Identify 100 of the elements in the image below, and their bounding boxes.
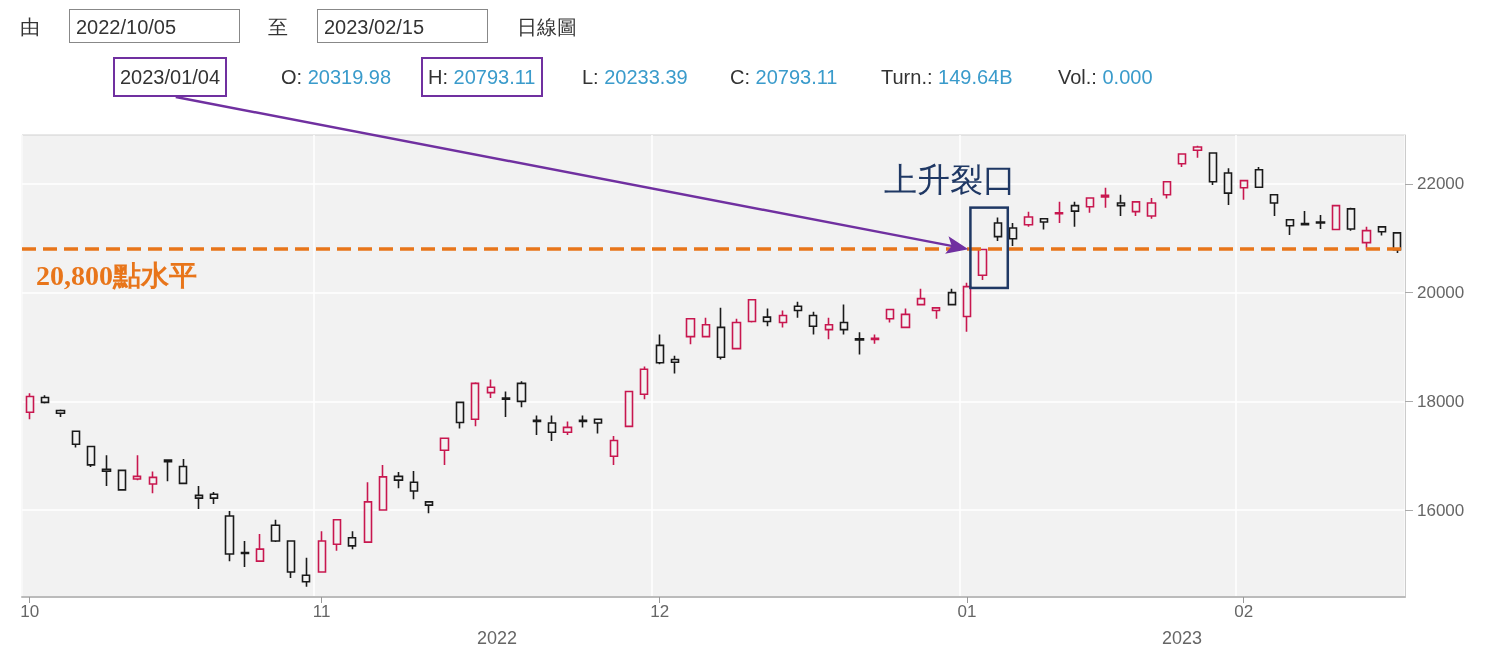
- candlestick: [655, 333, 665, 366]
- candlestick: [1116, 193, 1126, 217]
- candlestick: [393, 471, 404, 490]
- text: O: 20319.98: [281, 65, 392, 89]
- candlestick: [839, 303, 849, 336]
- x-tick-label: 12: [650, 602, 670, 621]
- text: H: 20793.11: [428, 65, 536, 89]
- text: 2023/01/04: [120, 65, 221, 89]
- candlestick: [148, 470, 158, 494]
- candlestick: [778, 309, 788, 329]
- candlestick: [547, 414, 557, 442]
- text: 2022: [477, 627, 518, 650]
- candlestick: [1346, 207, 1356, 232]
- candlestick: [977, 248, 988, 281]
- annotation: 上升裂口: [884, 161, 1016, 200]
- candlestick: [270, 519, 281, 543]
- candlestick: [178, 458, 188, 485]
- candlestick: [101, 454, 112, 487]
- candlestick: [1054, 201, 1064, 224]
- candlestick: [363, 481, 373, 543]
- candlestick: [163, 459, 173, 483]
- x-tick-label: 10: [20, 602, 40, 621]
- x-tick-label: 01: [957, 602, 977, 621]
- candlestick: [824, 316, 834, 341]
- candlestick: [1146, 197, 1157, 220]
- candlestick: [762, 307, 772, 328]
- candlestick: [993, 216, 1003, 242]
- candlestick: [1208, 152, 1218, 186]
- candlestick: [424, 501, 434, 515]
- text: C: 20793.11: [730, 65, 838, 89]
- candlestick: [716, 307, 726, 361]
- text: 至: [268, 15, 288, 39]
- candlestick: [1377, 226, 1387, 237]
- candlestick: [670, 354, 680, 375]
- candlestick: [609, 435, 619, 466]
- y-tick-label: 20000: [1417, 283, 1465, 303]
- candlestick: [1192, 145, 1203, 159]
- y-tick-label: 22000: [1417, 174, 1465, 194]
- candlestick: [1269, 193, 1279, 217]
- text: 日線圖: [517, 15, 577, 39]
- candlestick: [486, 378, 496, 399]
- candlestick: [870, 333, 880, 345]
- candlestick: [286, 540, 296, 579]
- candlestick: [808, 310, 818, 336]
- candlestick: [593, 418, 603, 435]
- candlestick: [731, 317, 742, 350]
- candlestick: [562, 420, 573, 436]
- candlestick: [1008, 222, 1018, 247]
- y-tick-label: 18000: [1417, 391, 1465, 411]
- candlestick: [194, 485, 204, 510]
- candlestick: [209, 491, 219, 505]
- candlestick: [1285, 218, 1295, 236]
- candlestick: [962, 282, 972, 333]
- candlestick: [86, 445, 96, 468]
- text: Turn.: 149.64B: [881, 65, 1013, 89]
- candlestick: [1100, 186, 1110, 209]
- text: 2022/10/05: [76, 15, 177, 39]
- candlestick: [25, 392, 35, 421]
- text: 由: [20, 15, 40, 39]
- candlestick: [931, 307, 941, 320]
- candlestick: [378, 464, 388, 512]
- x-tick-label: 02: [1234, 602, 1254, 621]
- ref-line-label: 20,800點水平: [36, 259, 197, 291]
- candlestick: [347, 530, 357, 550]
- candlestick: [793, 301, 803, 319]
- candlestick: [1300, 210, 1310, 226]
- candlestick: [1315, 214, 1326, 230]
- candlestick: [409, 470, 419, 500]
- candlestick: [301, 557, 311, 588]
- candlestick: [117, 469, 127, 491]
- text: 2023/02/15: [324, 15, 425, 39]
- candlestick: [1039, 217, 1049, 231]
- candlestick: [1085, 197, 1095, 214]
- candlestick: [532, 414, 542, 436]
- y-tick-label: 16000: [1417, 500, 1465, 520]
- candlestick: [71, 430, 81, 449]
- x-tick-label: 11: [312, 602, 331, 621]
- candlestick: [900, 307, 911, 329]
- candlestick: [1331, 204, 1341, 231]
- text: Vol.: 0.000: [1058, 65, 1153, 89]
- candlestick: [1223, 167, 1233, 206]
- candlestick: [40, 394, 50, 405]
- candlestick: [685, 317, 696, 346]
- candlestick: [255, 533, 265, 563]
- candlestick: [1254, 166, 1264, 188]
- candlestick: [439, 437, 450, 466]
- candlestick: [224, 510, 235, 562]
- candlestick: [317, 530, 327, 573]
- candlestick: [916, 288, 926, 306]
- candlestick: [701, 316, 711, 338]
- candlestick: [240, 540, 250, 568]
- candlestick: [455, 401, 465, 430]
- text: L: 20233.39: [582, 65, 688, 89]
- candlestick: [885, 308, 895, 324]
- candlestick: [1239, 179, 1249, 201]
- candlestick: [578, 414, 588, 429]
- candlestick: [516, 380, 527, 409]
- candlestick: [132, 454, 142, 481]
- candlestick: [947, 288, 957, 306]
- candlestick: [747, 298, 757, 324]
